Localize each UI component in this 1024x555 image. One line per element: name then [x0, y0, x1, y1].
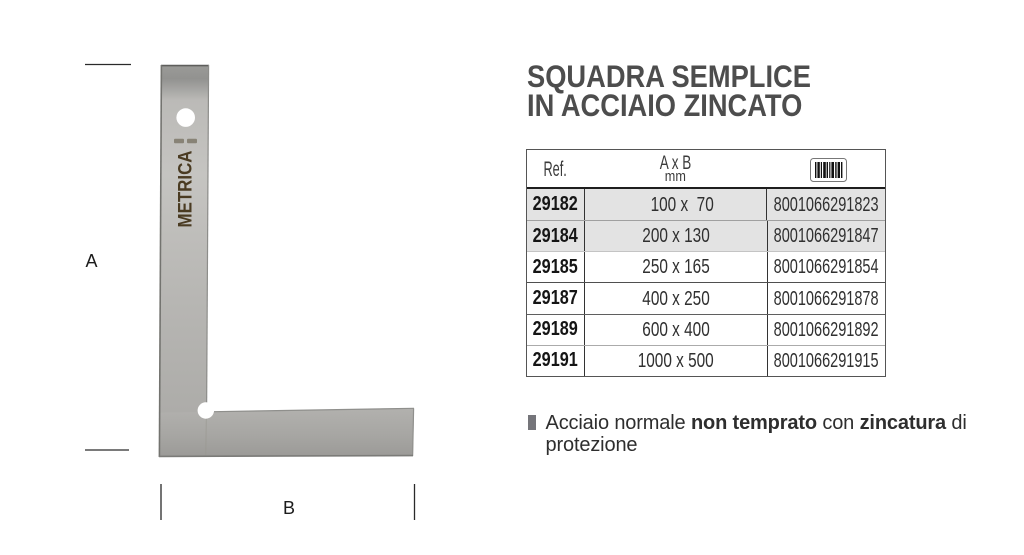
svg-text:B: B [283, 498, 295, 518]
svg-text:A: A [86, 251, 98, 271]
svg-text:METRICA: METRICA [176, 150, 197, 227]
